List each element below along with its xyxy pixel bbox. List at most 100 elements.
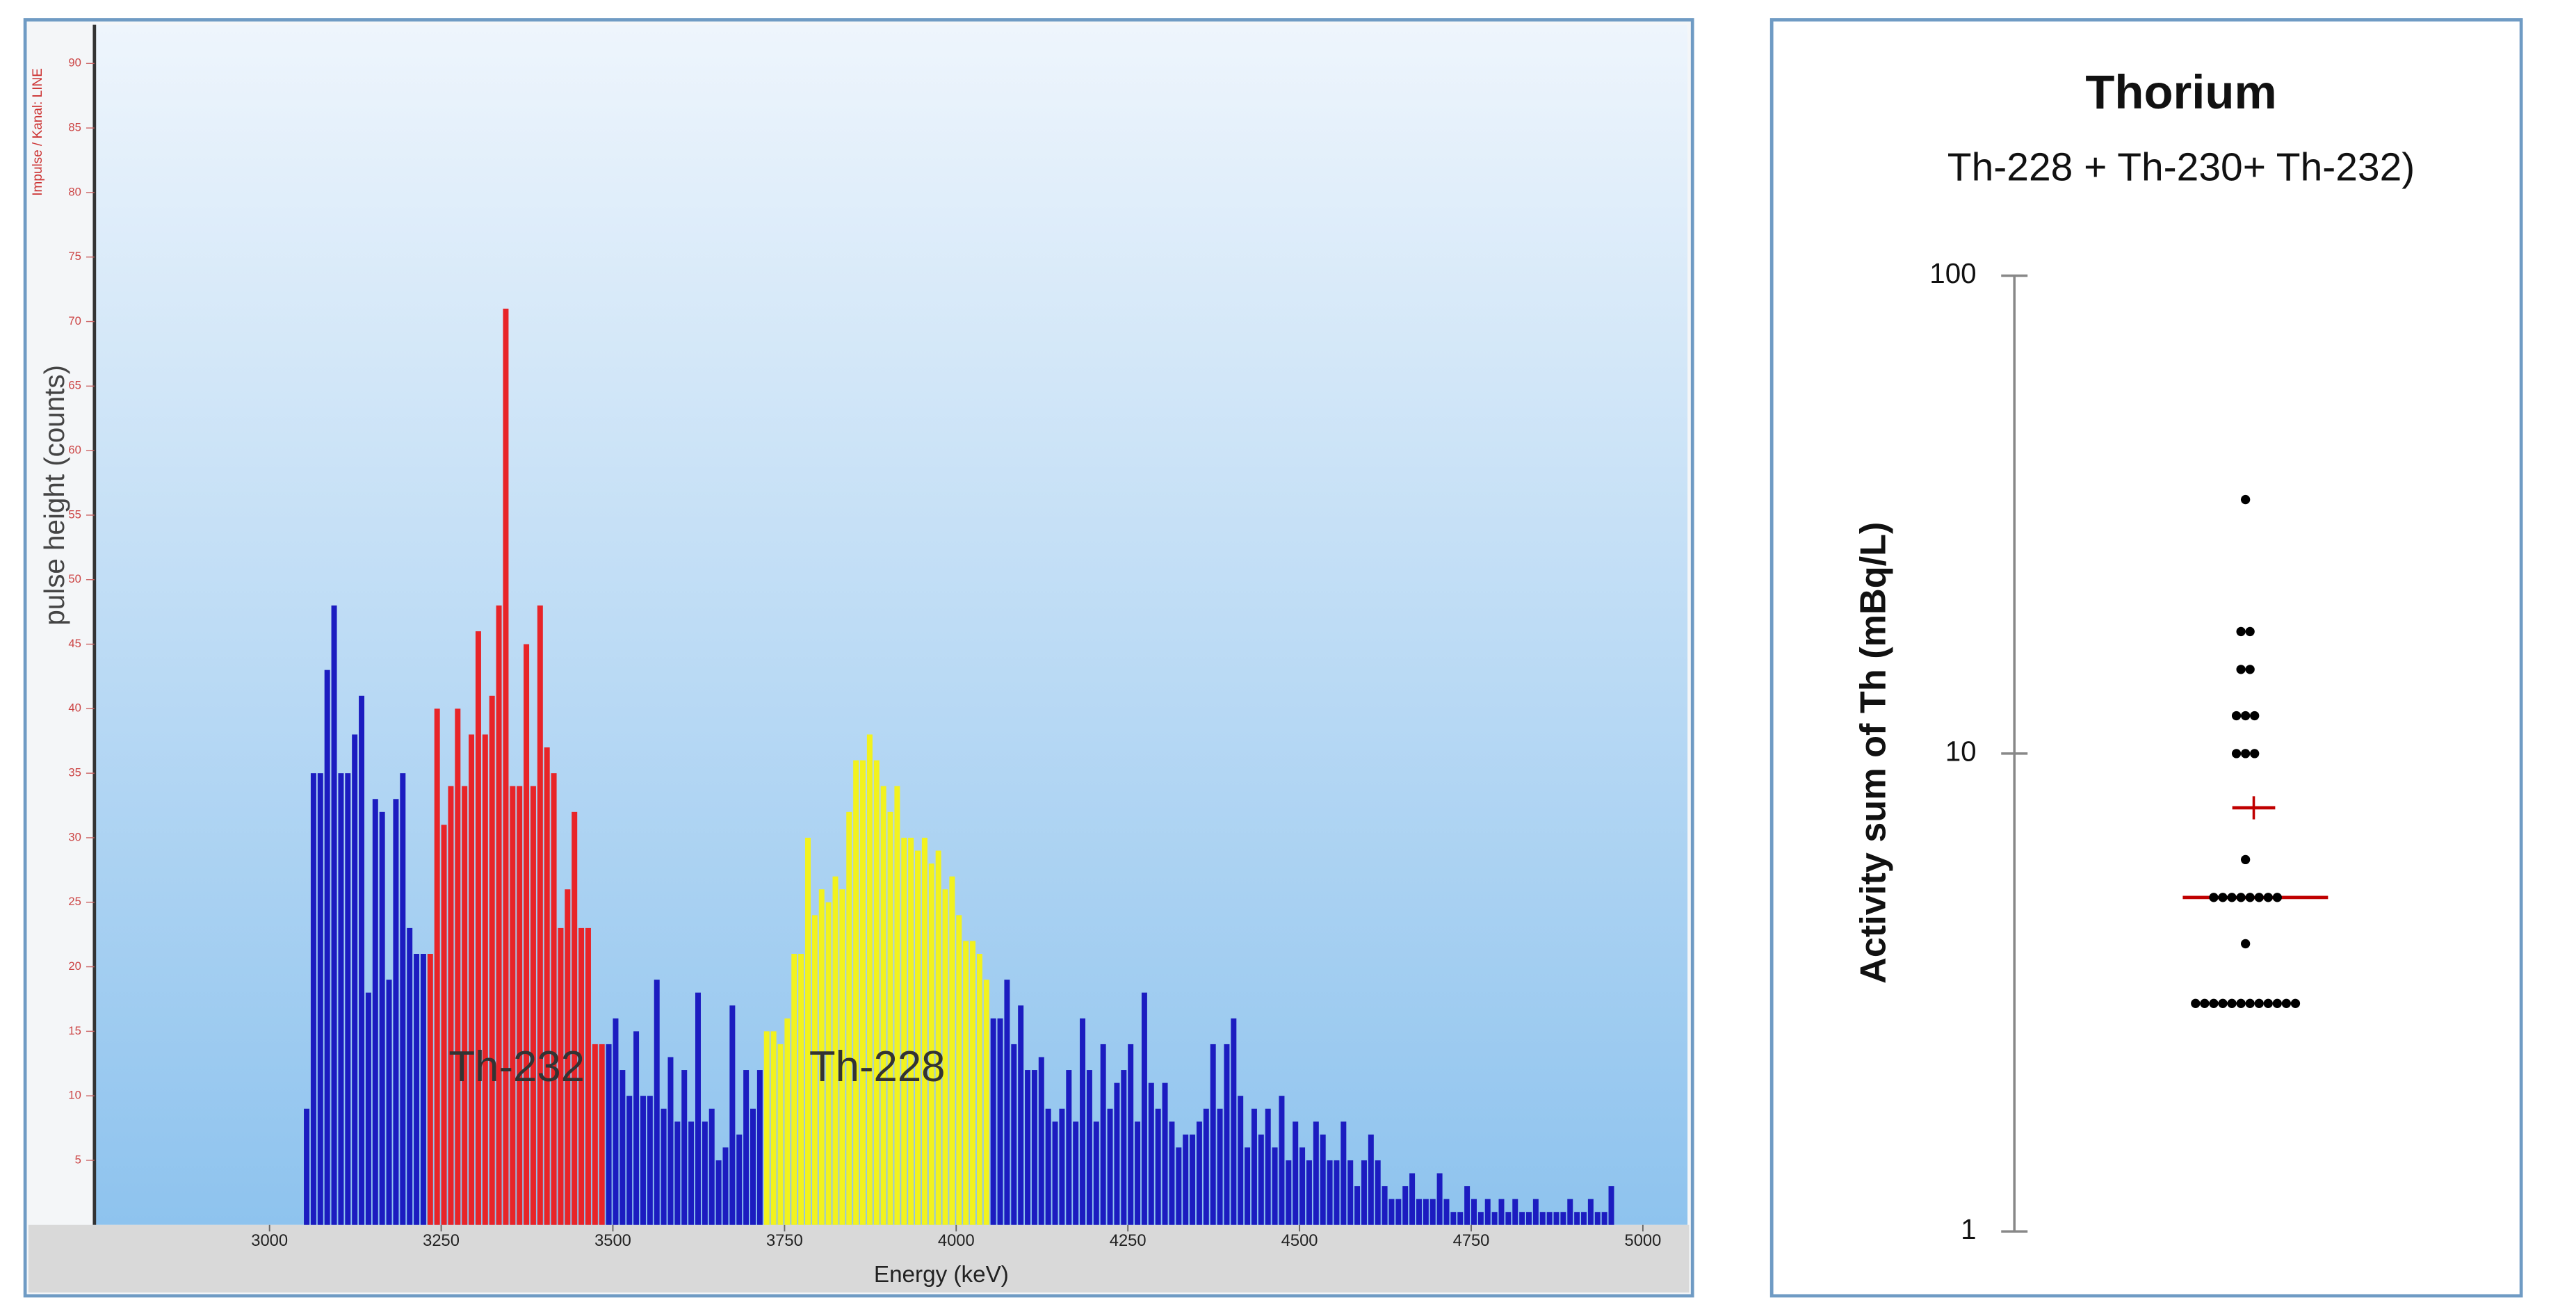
bar [1004, 980, 1010, 1225]
bar [853, 760, 859, 1225]
bar [915, 850, 921, 1225]
data-point [2240, 854, 2251, 865]
bar [530, 786, 536, 1225]
bar [1402, 1186, 1409, 1225]
bar [1238, 1096, 1244, 1225]
bar [317, 773, 323, 1225]
bar [1436, 1173, 1443, 1225]
bar [1416, 1199, 1422, 1225]
x-tick-label: 4250 [1110, 1232, 1147, 1250]
x-tick-label: 3000 [251, 1232, 288, 1250]
bar [1361, 1160, 1367, 1225]
y-axis-title: pulse height (counts) [38, 365, 70, 626]
bar [770, 1031, 777, 1225]
bar [736, 1134, 743, 1225]
bar [1567, 1199, 1573, 1225]
data-point [2250, 749, 2260, 759]
y-tick-label: 75 [68, 250, 81, 263]
bar [462, 786, 468, 1225]
bar [750, 1108, 756, 1225]
bar [578, 927, 585, 1225]
bar [654, 980, 660, 1225]
bar [956, 915, 962, 1225]
bar [599, 1044, 605, 1225]
data-point [2263, 893, 2273, 902]
bar [839, 889, 845, 1225]
bar [1327, 1160, 1333, 1225]
bar [537, 605, 543, 1225]
bar [1388, 1199, 1395, 1225]
bar [846, 811, 852, 1225]
bar [482, 734, 488, 1225]
data-point [2281, 998, 2292, 1008]
bar [1011, 1044, 1017, 1225]
bar [1471, 1199, 1477, 1225]
bar [1279, 1096, 1285, 1225]
bar [331, 605, 337, 1225]
bar [873, 760, 880, 1225]
y-tick-label: 30 [68, 830, 81, 843]
bar [304, 1108, 310, 1225]
bar [1608, 1186, 1614, 1225]
bar [997, 1018, 1003, 1225]
bar [434, 708, 440, 1225]
bar [1409, 1173, 1416, 1225]
bar [784, 1018, 791, 1225]
bar [1484, 1199, 1491, 1225]
bar [1340, 1121, 1347, 1225]
data-point [2245, 893, 2255, 902]
bar [352, 734, 358, 1225]
bar [1505, 1212, 1512, 1225]
bar [1443, 1199, 1450, 1225]
bar [1121, 1070, 1127, 1225]
bar [1176, 1147, 1182, 1225]
bar [379, 811, 385, 1225]
bar [1073, 1121, 1079, 1225]
data-point [2236, 665, 2246, 674]
x-tick-label: 3500 [594, 1232, 631, 1250]
bar [469, 734, 475, 1225]
y-tick-label: 1 [1961, 1213, 1976, 1245]
bar [510, 786, 516, 1225]
data-point [2231, 711, 2242, 721]
bar [1272, 1147, 1278, 1225]
data-point [2200, 998, 2210, 1008]
bar [1210, 1044, 1216, 1225]
bar [880, 786, 886, 1225]
bar [455, 708, 461, 1225]
bar [942, 889, 948, 1225]
x-tick-label: 3250 [423, 1232, 460, 1250]
bar [613, 1018, 619, 1225]
bar [1464, 1186, 1471, 1225]
y-tick-label: 90 [68, 56, 81, 70]
bar [386, 980, 392, 1225]
bar [1574, 1212, 1580, 1225]
bar [1135, 1121, 1141, 1225]
bar [626, 1096, 633, 1225]
bar [496, 605, 502, 1225]
bar [1080, 1018, 1086, 1225]
bar [448, 786, 454, 1225]
bar [1450, 1212, 1457, 1225]
bar [1258, 1134, 1264, 1225]
bar [1429, 1199, 1436, 1225]
data-point [2272, 893, 2282, 902]
bar [1395, 1199, 1402, 1225]
y-tick-label: 100 [1929, 257, 1976, 289]
bar [1354, 1186, 1361, 1225]
bar [1347, 1160, 1354, 1225]
bar [791, 954, 797, 1225]
bar [1162, 1082, 1168, 1225]
bar [1045, 1108, 1051, 1225]
bar [489, 695, 495, 1225]
bar [661, 1108, 667, 1225]
y-tick-label: 25 [68, 895, 81, 908]
y-tick-label: 45 [68, 637, 81, 650]
y-tick-label: 35 [68, 766, 81, 779]
bar [763, 1031, 770, 1225]
bar [1018, 1005, 1024, 1225]
y-axis-note: Impulse / Kanal: LINE [31, 68, 45, 196]
bar [1587, 1199, 1594, 1225]
bar [1532, 1199, 1539, 1225]
bar [1594, 1212, 1601, 1225]
